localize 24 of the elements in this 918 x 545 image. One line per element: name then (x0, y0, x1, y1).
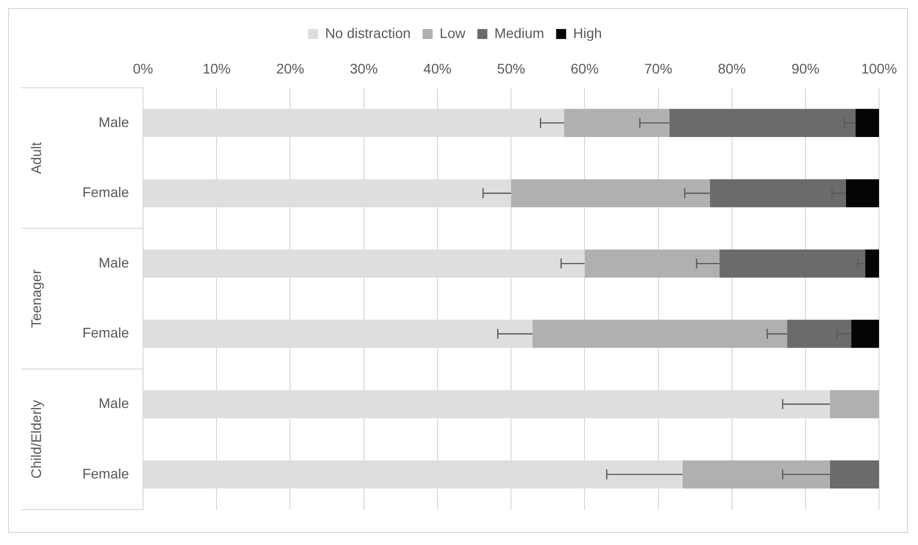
legend-label: Low (440, 24, 466, 41)
y-tick-label: Female (82, 324, 130, 341)
legend-label: High (573, 24, 602, 41)
x-tick-label: 50% (497, 60, 526, 76)
y-tick-label: Male (98, 114, 130, 130)
y-tick-label: Female (82, 184, 130, 200)
legend-label: No distraction (325, 24, 411, 41)
y-tick-label: Female (82, 465, 130, 482)
text: Child/Elderly (28, 400, 44, 479)
legend-label: Medium (494, 24, 544, 41)
x-tick-label: 40% (423, 60, 452, 76)
x-tick-label: 70% (644, 60, 672, 76)
x-tick-label: 30% (350, 60, 378, 76)
text: Adult (28, 142, 44, 174)
text: Teenager (28, 269, 44, 328)
x-tick-label: 90% (791, 60, 820, 76)
y-tick-label: Male (98, 254, 130, 270)
x-tick-label: 80% (718, 60, 746, 76)
y-tick-label: Male (98, 395, 130, 412)
x-tick-label: 10% (202, 60, 231, 76)
x-tick-label: 100% (861, 60, 898, 76)
x-tick-label: 60% (570, 60, 599, 76)
x-tick-label: 20% (276, 60, 304, 76)
x-tick-label: 0% (132, 60, 154, 76)
